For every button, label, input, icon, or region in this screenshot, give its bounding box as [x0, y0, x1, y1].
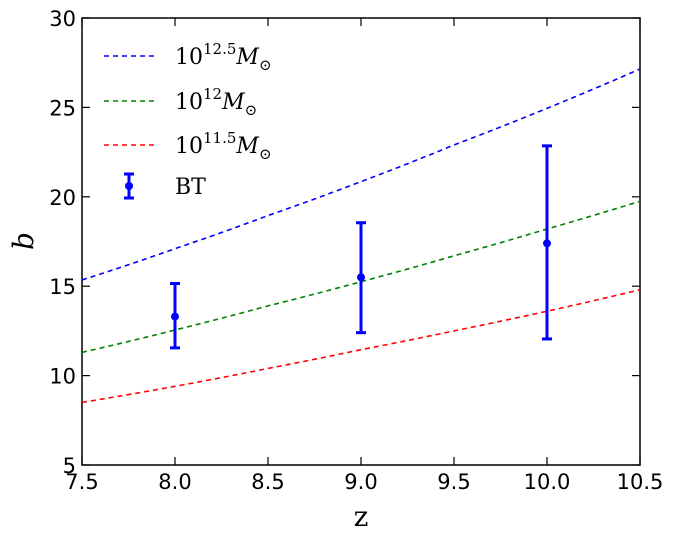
- data-point: [357, 273, 365, 282]
- y-tick-label: 20: [49, 186, 76, 210]
- legend-entry-1: 1012M⊙: [104, 85, 257, 119]
- x-axis-title: z: [354, 500, 369, 533]
- error-bar-point: [356, 221, 366, 335]
- legend-exponent: 11.5: [203, 129, 236, 147]
- x-tick-label: 9.0: [344, 470, 377, 494]
- y-axis-title: b: [7, 232, 40, 250]
- legend-label: BT: [175, 175, 206, 200]
- error-bar-point: [170, 282, 180, 350]
- plot-area: 7.5 8.0 8.5 9.0 9.5 10.0 10.5 5 10 15 20 25 30: [49, 7, 663, 494]
- y-tick-labels: 5 10 15 20 25 30: [49, 7, 76, 478]
- legend-subscript: ⊙: [259, 145, 272, 163]
- x-tick-label: 10.5: [617, 470, 664, 494]
- x-tick-label: 7.5: [65, 470, 98, 494]
- legend-unit: M: [235, 134, 259, 159]
- legend-base: 10: [175, 90, 203, 115]
- x-tick-labels: 7.5 8.0 8.5 9.0 9.5 10.0 10.5: [65, 470, 663, 494]
- x-tick-label: 10.0: [524, 470, 571, 494]
- error-bar-series: [170, 144, 552, 350]
- series-line-0: [81, 68, 641, 281]
- legend-unit: M: [235, 45, 259, 70]
- legend-label: 1012.5M⊙: [175, 40, 272, 74]
- series-line-2: [81, 289, 641, 404]
- error-bar-point: [542, 144, 552, 341]
- y-tick-label: 25: [49, 96, 76, 120]
- legend-base: 10: [175, 45, 203, 70]
- x-tick-label: 8.5: [251, 470, 284, 494]
- legend: 1012.5M⊙1012M⊙1011.5M⊙BT: [104, 40, 272, 200]
- x-tick-label: 8.0: [158, 470, 191, 494]
- legend-subscript: ⊙: [245, 101, 258, 119]
- data-point: [171, 312, 179, 321]
- legend-unit: M: [221, 90, 245, 115]
- legend-entry-0: 1012.5M⊙: [104, 40, 272, 74]
- legend-exponent: 12.5: [203, 40, 236, 58]
- data-point: [543, 239, 551, 248]
- legend-entry-3: BT: [124, 172, 206, 200]
- legend-label: 1012M⊙: [175, 85, 257, 119]
- legend-exponent: 12: [203, 85, 222, 103]
- axis-ticks: [81, 17, 641, 466]
- legend-subscript: ⊙: [259, 56, 272, 74]
- legend-label: 1011.5M⊙: [175, 129, 272, 163]
- x-tick-label: 9.5: [437, 470, 470, 494]
- y-tick-label: 15: [49, 275, 76, 299]
- legend-marker: [125, 182, 133, 190]
- y-tick-label: 5: [63, 454, 76, 478]
- y-tick-label: 10: [49, 365, 76, 389]
- legend-entry-2: 1011.5M⊙: [104, 129, 272, 163]
- legend-base: 10: [175, 134, 203, 159]
- y-tick-label: 30: [49, 7, 76, 31]
